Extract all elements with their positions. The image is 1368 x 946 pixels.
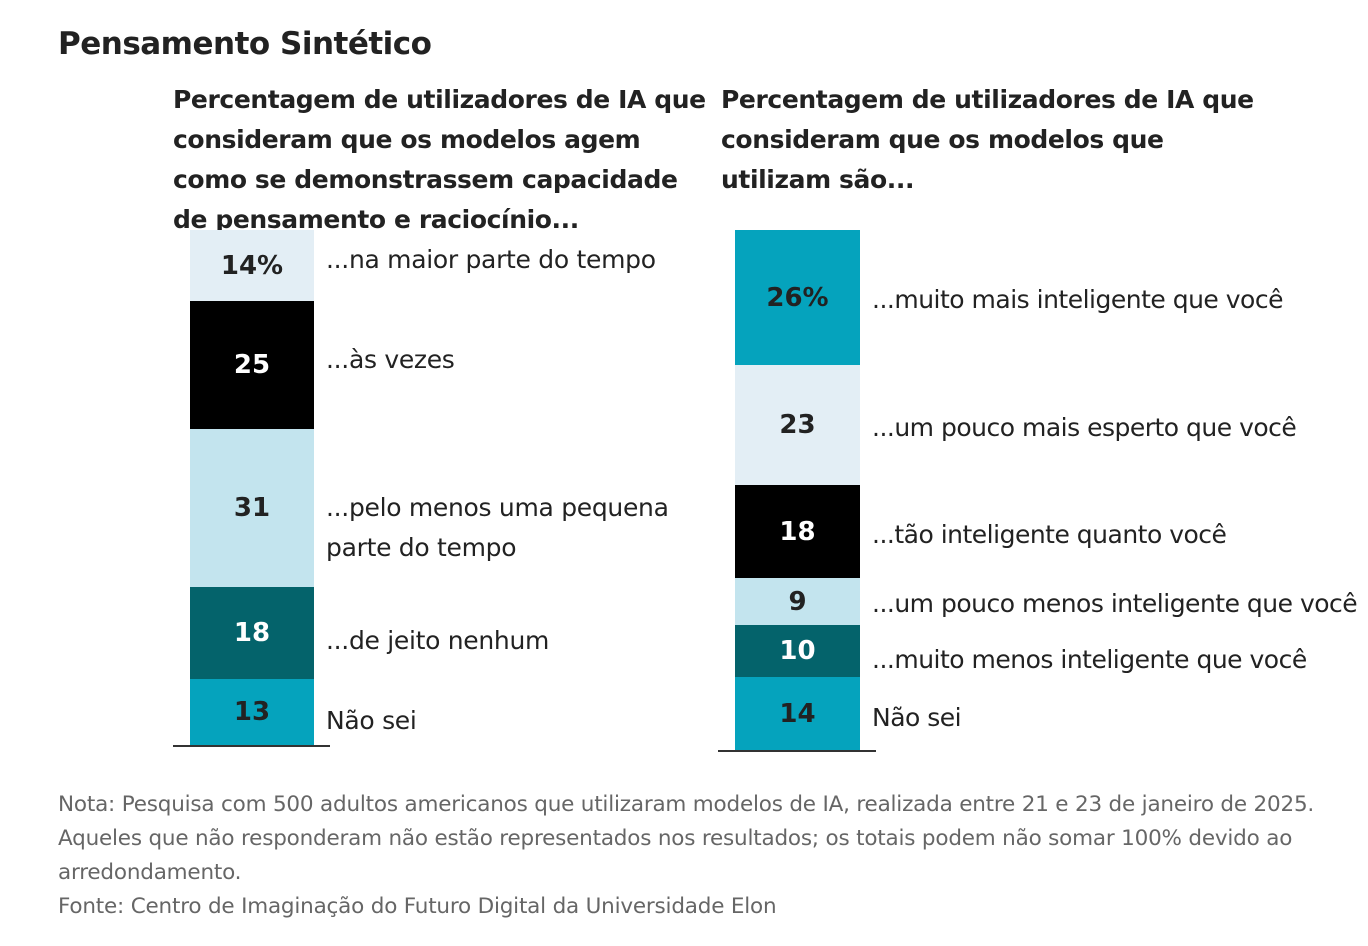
bar-segment (735, 365, 860, 486)
value-label: 9 (788, 586, 807, 617)
bar-segment (735, 230, 860, 366)
note-text: Nota: Pesquisa com 500 adultos americano… (58, 792, 1315, 885)
chart-title: Pensamento Sintético (58, 26, 432, 62)
category-label: ...muito menos inteligente que você (872, 645, 1307, 674)
category-label: ...de jeito nenhum (326, 626, 550, 655)
value-label: 14% (220, 250, 284, 281)
bar-segment (735, 578, 860, 626)
category-label: ...um pouco mais esperto que você (872, 413, 1297, 442)
bar-segment (735, 677, 860, 751)
value-label: 14 (779, 698, 816, 729)
value-label: 31 (233, 492, 271, 523)
bar-segment (735, 484, 860, 579)
value-label: 13 (233, 696, 271, 727)
category-label: ...tão inteligente quanto você (872, 520, 1227, 549)
left-chart-subtitle: Percentagem de utilizadores de IA que co… (173, 85, 706, 234)
bar-segment (190, 230, 314, 302)
value-label: 23 (779, 410, 816, 440)
value-label: 25 (233, 350, 271, 381)
category-label: ...na maior parte do tempo (326, 245, 656, 274)
baseline (718, 750, 876, 752)
bar-segment (190, 586, 314, 680)
category-label: ...pelo menos uma pequena parte do tempo (326, 493, 669, 562)
category-label: ...às vezes (326, 345, 455, 374)
footnote: Nota: Pesquisa com 500 adultos americano… (58, 788, 1318, 924)
source-text: Fonte: Centro de Imaginação do Futuro Di… (58, 894, 777, 919)
right-chart-subtitle: Percentagem de utilizadores de IA que co… (721, 85, 1254, 194)
category-label: ...um pouco menos inteligente que você (872, 589, 1358, 618)
baseline (173, 745, 330, 747)
category-label: Não sei (326, 706, 417, 735)
bar-segment (735, 625, 860, 678)
category-label: Não sei (872, 703, 962, 732)
bar-segment (190, 678, 314, 746)
bar-segment (190, 301, 314, 430)
category-label: ...muito mais inteligente que você (872, 285, 1283, 314)
value-label: 18 (233, 617, 271, 648)
value-label: 26% (766, 282, 829, 313)
value-label: 18 (779, 516, 816, 547)
value-label: 10 (779, 636, 816, 667)
bar-segment (190, 428, 314, 588)
